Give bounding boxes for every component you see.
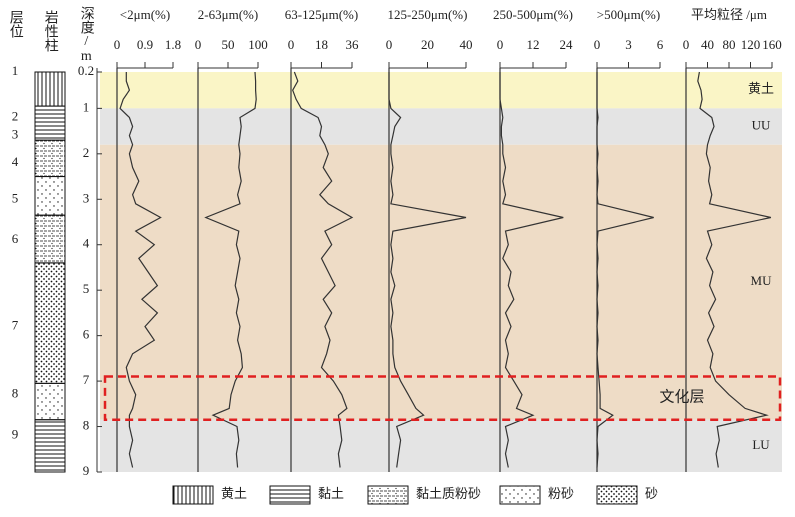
layer-label: 1: [12, 63, 19, 78]
legend-swatch: [499, 485, 541, 505]
lithology-layer: [34, 419, 66, 473]
depth-tick-label: 8: [83, 418, 90, 433]
depth-tick-label: 3: [83, 190, 90, 205]
depth-tick-label: 5: [83, 281, 90, 296]
panel-title: 2-63μm(%): [198, 7, 258, 22]
legend-label: 砂: [645, 486, 658, 501]
zone-band: [100, 72, 782, 109]
zone-label: MU: [751, 273, 773, 288]
panel-tick-label: 6: [657, 37, 664, 52]
panel-title: 250-500μm(%): [493, 7, 573, 22]
panel-tick-label: 24: [560, 37, 574, 52]
panel-tick-label: 160: [762, 37, 782, 52]
panel-title: 125-250μm(%): [388, 7, 468, 22]
panel-title: 63-125μm(%): [285, 7, 358, 22]
layer-label: 9: [12, 427, 19, 442]
layer-label: 7: [12, 318, 19, 333]
depth-tick-label: 7: [83, 372, 90, 387]
layer-header: 层位: [8, 10, 24, 38]
panel-tick-label: 80: [723, 37, 736, 52]
lithology-layer: [34, 214, 66, 264]
lithology-layer: [34, 71, 66, 107]
panel-tick-label: 120: [741, 37, 761, 52]
legend-label: 黏土: [318, 486, 344, 501]
panel-tick-label: 100: [248, 37, 268, 52]
lithology-layer: [34, 382, 66, 421]
legend-label: 黄土: [221, 486, 247, 501]
profile-line: [499, 72, 564, 468]
zone-label: 黄土: [748, 81, 774, 96]
panel-title: >500μm(%): [597, 7, 660, 22]
lithology-layer: [34, 105, 66, 141]
legend-swatch: [172, 485, 214, 505]
profile-line: [292, 71, 354, 468]
layer-label: 5: [12, 190, 19, 205]
layer-label: 4: [12, 154, 19, 169]
zone-band: [100, 108, 782, 145]
depth-tick-label: 4: [83, 236, 90, 251]
culture-layer-label: 文化层: [659, 389, 704, 406]
panel-tick-label: 0: [497, 37, 504, 52]
lithology-layer: [34, 176, 66, 216]
panel-tick-label: 40: [460, 37, 473, 52]
zone-label: LU: [752, 437, 770, 452]
panel-tick-label: 0: [386, 37, 393, 52]
depth-tick-label: 9: [83, 463, 90, 478]
depth-tick-label: 2: [83, 145, 90, 160]
panel-tick-label: 20: [421, 37, 434, 52]
depth-tick-label: 0.2: [78, 63, 94, 78]
lithology-header: 岩性柱: [43, 10, 59, 52]
depth-tick-label: 1: [83, 99, 90, 114]
panel-tick-label: 3: [625, 37, 632, 52]
legend-swatch: [269, 485, 311, 505]
zone-band: [100, 419, 782, 472]
legend-swatch: [367, 485, 409, 505]
depth-header: 深度/m: [79, 6, 95, 64]
panel-tick-label: 0: [195, 37, 202, 52]
panel-tick-label: 36: [346, 37, 360, 52]
panel-tick-label: 0: [683, 37, 690, 52]
lithology-layer: [34, 139, 66, 178]
depth-tick-label: 6: [83, 327, 90, 342]
legend-label: 黏土质粉砂: [416, 486, 481, 501]
layer-label: 6: [12, 231, 19, 246]
panel-title: <2μm(%): [120, 7, 170, 22]
layer-label: 3: [12, 127, 19, 142]
legend-swatch: [596, 485, 638, 505]
profile-line: [596, 72, 654, 468]
lithology-layer: [34, 262, 66, 384]
panel-tick-label: 12: [527, 37, 540, 52]
panel-tick-label: 1.8: [165, 37, 181, 52]
panel-tick-label: 40: [701, 37, 714, 52]
zone-band: [100, 144, 782, 420]
panel-tick-label: 0.9: [137, 37, 153, 52]
zone-label: UU: [752, 118, 771, 133]
panel-tick-label: 0: [114, 37, 121, 52]
panel-tick-label: 18: [315, 37, 328, 52]
profile-line: [388, 72, 467, 468]
profile-line: [204, 71, 257, 468]
panel-tick-label: 0: [594, 37, 601, 52]
culture-layer-box: [103, 375, 782, 421]
profile-line: [697, 71, 772, 468]
layer-label: 8: [12, 386, 19, 401]
panel-tick-label: 0: [288, 37, 295, 52]
profile-line: [119, 72, 162, 468]
layer-label: 2: [12, 108, 19, 123]
panel-title: 平均粒径 /μm: [691, 7, 767, 22]
legend-label: 粉砂: [548, 486, 574, 501]
panel-tick-label: 50: [222, 37, 235, 52]
